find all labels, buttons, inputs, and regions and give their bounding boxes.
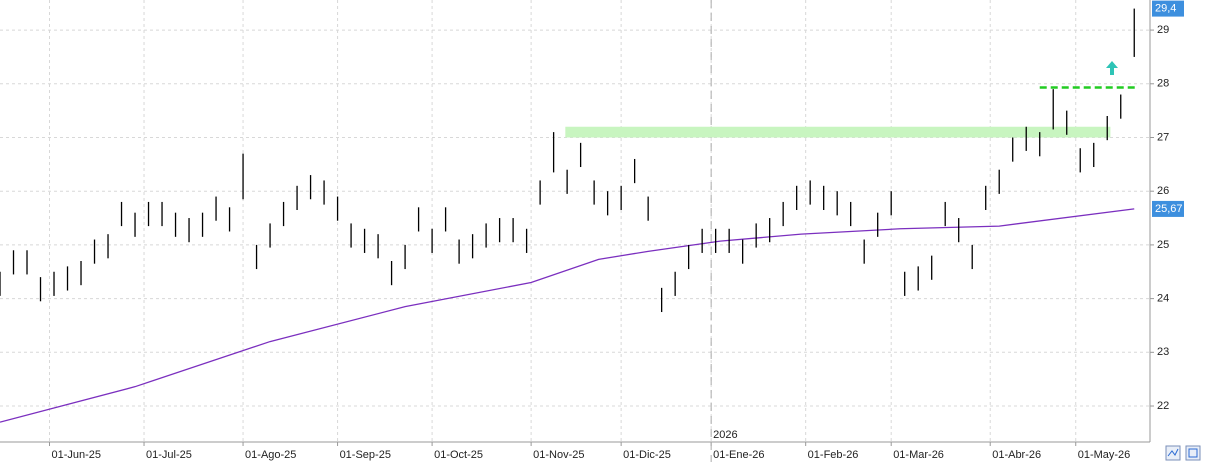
save-icon [1188, 448, 1198, 458]
x-tick-label: 01-Feb-26 [808, 449, 859, 461]
y-tick-label: 27 [1157, 131, 1169, 143]
x-tick-label: 01-Jun-25 [52, 449, 102, 461]
x-tick-label: 01-Mar-26 [893, 449, 944, 461]
year-label: 2026 [713, 429, 737, 441]
x-tick-label: 01-May-26 [1078, 449, 1131, 461]
x-tick-label: 01-Ago-25 [245, 449, 296, 461]
x-tick-label: 01-Sep-25 [340, 449, 391, 461]
y-tick-label: 25 [1157, 239, 1169, 251]
y-tick-label: 28 [1157, 78, 1169, 90]
tool-icon [1167, 448, 1179, 457]
ma-tag [1152, 200, 1184, 217]
ma-tag-label: 25,67 [1155, 203, 1183, 215]
price-tag-label: 29,4 [1155, 2, 1176, 14]
up-arrow [1106, 61, 1118, 75]
x-tick-label: 01-Oct-25 [434, 449, 483, 461]
x-tick-label: 01-Jul-25 [146, 449, 192, 461]
save-button[interactable] [1185, 445, 1201, 461]
price-tag [1152, 0, 1184, 17]
y-tick-label: 26 [1157, 185, 1169, 197]
x-tick-label: 01-Abr-26 [992, 449, 1041, 461]
y-tick-label: 23 [1157, 346, 1169, 358]
y-tick-label: 29 [1157, 24, 1169, 36]
y-tick-label: 24 [1157, 293, 1169, 305]
x-tick-label: 01-Ene-26 [713, 449, 764, 461]
x-tick-label: 01-Nov-25 [533, 449, 584, 461]
moving-average [0, 208, 1135, 423]
x-tick-label: 01-Dic-25 [623, 449, 671, 461]
y-tick-label: 22 [1157, 400, 1169, 412]
toolbar[interactable] [1165, 445, 1201, 461]
resistance-band [565, 126, 1111, 138]
